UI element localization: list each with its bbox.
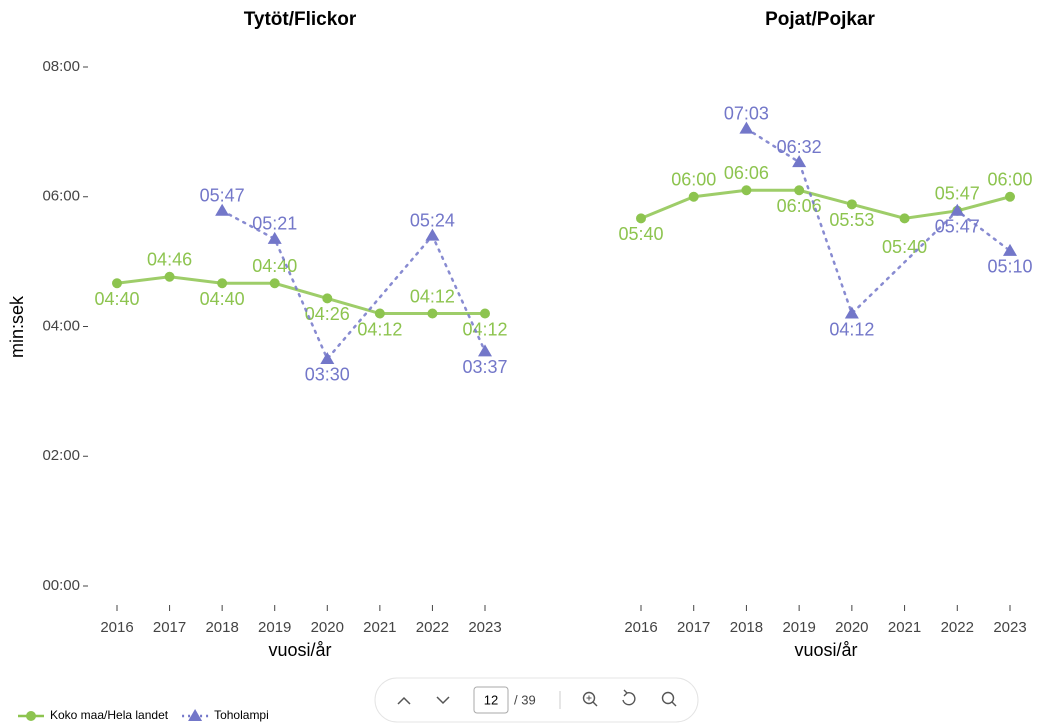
x-axis-label: vuosi/år	[268, 640, 331, 660]
data-label: 05:24	[410, 210, 455, 230]
x-tick-label: 2020	[311, 619, 344, 636]
legend-label: Toholampi	[214, 708, 269, 722]
chart-title: Pojat/Pojkar	[765, 9, 875, 30]
zoom-in[interactable]	[582, 691, 598, 707]
x-tick-label: 2016	[100, 619, 133, 636]
point	[267, 231, 282, 244]
data-label: 04:40	[94, 289, 139, 309]
point	[217, 278, 228, 289]
data-label: 05:21	[252, 214, 297, 234]
next-page[interactable]	[436, 696, 450, 705]
data-label: 04:26	[305, 304, 350, 324]
chart-title: Tytöt/Flickor	[244, 9, 357, 30]
point	[636, 213, 646, 224]
x-tick-label: 2022	[941, 619, 974, 636]
prev-page[interactable]	[397, 696, 411, 705]
point	[215, 203, 230, 216]
point	[950, 203, 965, 216]
y-tick-label: 08:00	[42, 58, 80, 75]
point	[899, 213, 910, 224]
point	[1003, 243, 1017, 256]
page-input[interactable]	[473, 686, 509, 714]
x-tick-label: 2023	[468, 619, 501, 636]
y-tick-label: 04:00	[42, 317, 80, 334]
data-label: 06:06	[777, 196, 822, 216]
data-label: 03:30	[305, 365, 350, 385]
y-tick-label: 02:00	[42, 447, 80, 464]
data-label: 04:46	[147, 250, 192, 270]
toolbar: 12 / 39	[374, 677, 699, 723]
point	[1005, 191, 1015, 202]
point	[794, 185, 805, 196]
search[interactable]	[661, 691, 677, 707]
data-label: 05:47	[935, 184, 980, 204]
data-label: 04:40	[252, 256, 297, 276]
point	[269, 278, 280, 289]
point	[374, 308, 385, 319]
rotate[interactable]	[622, 689, 636, 706]
data-label: 05:47	[935, 217, 980, 237]
x-axis-label: vuosi/år	[794, 640, 857, 660]
x-tick-label: 2021	[363, 619, 396, 636]
legend-marker	[26, 711, 36, 721]
point	[739, 121, 754, 134]
x-tick-label: 2017	[677, 619, 710, 636]
point	[792, 155, 807, 168]
x-tick-label: 2018	[205, 619, 238, 636]
x-tick-label: 2019	[258, 619, 291, 636]
point	[688, 191, 699, 202]
data-label: 04:12	[357, 319, 402, 339]
point	[741, 185, 752, 196]
data-label: 07:03	[724, 103, 769, 123]
data-label: 06:06	[724, 163, 769, 183]
point	[844, 306, 859, 319]
series-line	[220, 209, 487, 362]
legend-label: Koko maa/Hela landet	[50, 708, 169, 722]
data-label: 04:12	[462, 319, 507, 339]
point	[425, 228, 440, 241]
data-label: 05:10	[987, 257, 1032, 277]
point	[320, 351, 335, 364]
data-label: 04:12	[829, 319, 874, 339]
y-tick-label: 00:00	[42, 577, 80, 594]
point	[112, 278, 122, 289]
series-line	[639, 188, 1012, 220]
page-number: 12	[484, 692, 498, 707]
point	[164, 271, 175, 282]
data-label: 05:40	[618, 224, 663, 244]
x-tick-label: 2019	[782, 619, 815, 636]
page-total: / 39	[514, 692, 536, 707]
point	[322, 293, 333, 304]
y-tick-label: 06:00	[42, 188, 80, 205]
y-axis-label: min:sek	[7, 295, 27, 358]
x-tick-label: 2020	[835, 619, 868, 636]
x-tick-label: 2016	[624, 619, 657, 636]
data-label: 06:00	[987, 170, 1032, 190]
x-tick-label: 2023	[993, 619, 1026, 636]
x-tick-label: 2021	[888, 619, 921, 636]
data-label: 05:47	[200, 186, 245, 206]
point	[846, 199, 857, 210]
x-tick-label: 2017	[153, 619, 186, 636]
legend-marker	[188, 709, 203, 721]
toolbar-bg	[374, 677, 699, 723]
series-line	[115, 275, 487, 316]
data-label: 06:32	[777, 137, 822, 157]
x-tick-label: 2022	[416, 619, 449, 636]
point	[427, 308, 438, 319]
x-tick-label: 2018	[730, 619, 763, 636]
data-label: 04:40	[200, 289, 245, 309]
point	[478, 344, 492, 357]
point	[480, 308, 490, 319]
data-label: 05:40	[882, 237, 927, 257]
data-label: 04:12	[410, 286, 455, 306]
data-label: 05:53	[829, 210, 874, 230]
data-label: 03:37	[462, 357, 507, 377]
data-label: 06:00	[671, 170, 716, 190]
